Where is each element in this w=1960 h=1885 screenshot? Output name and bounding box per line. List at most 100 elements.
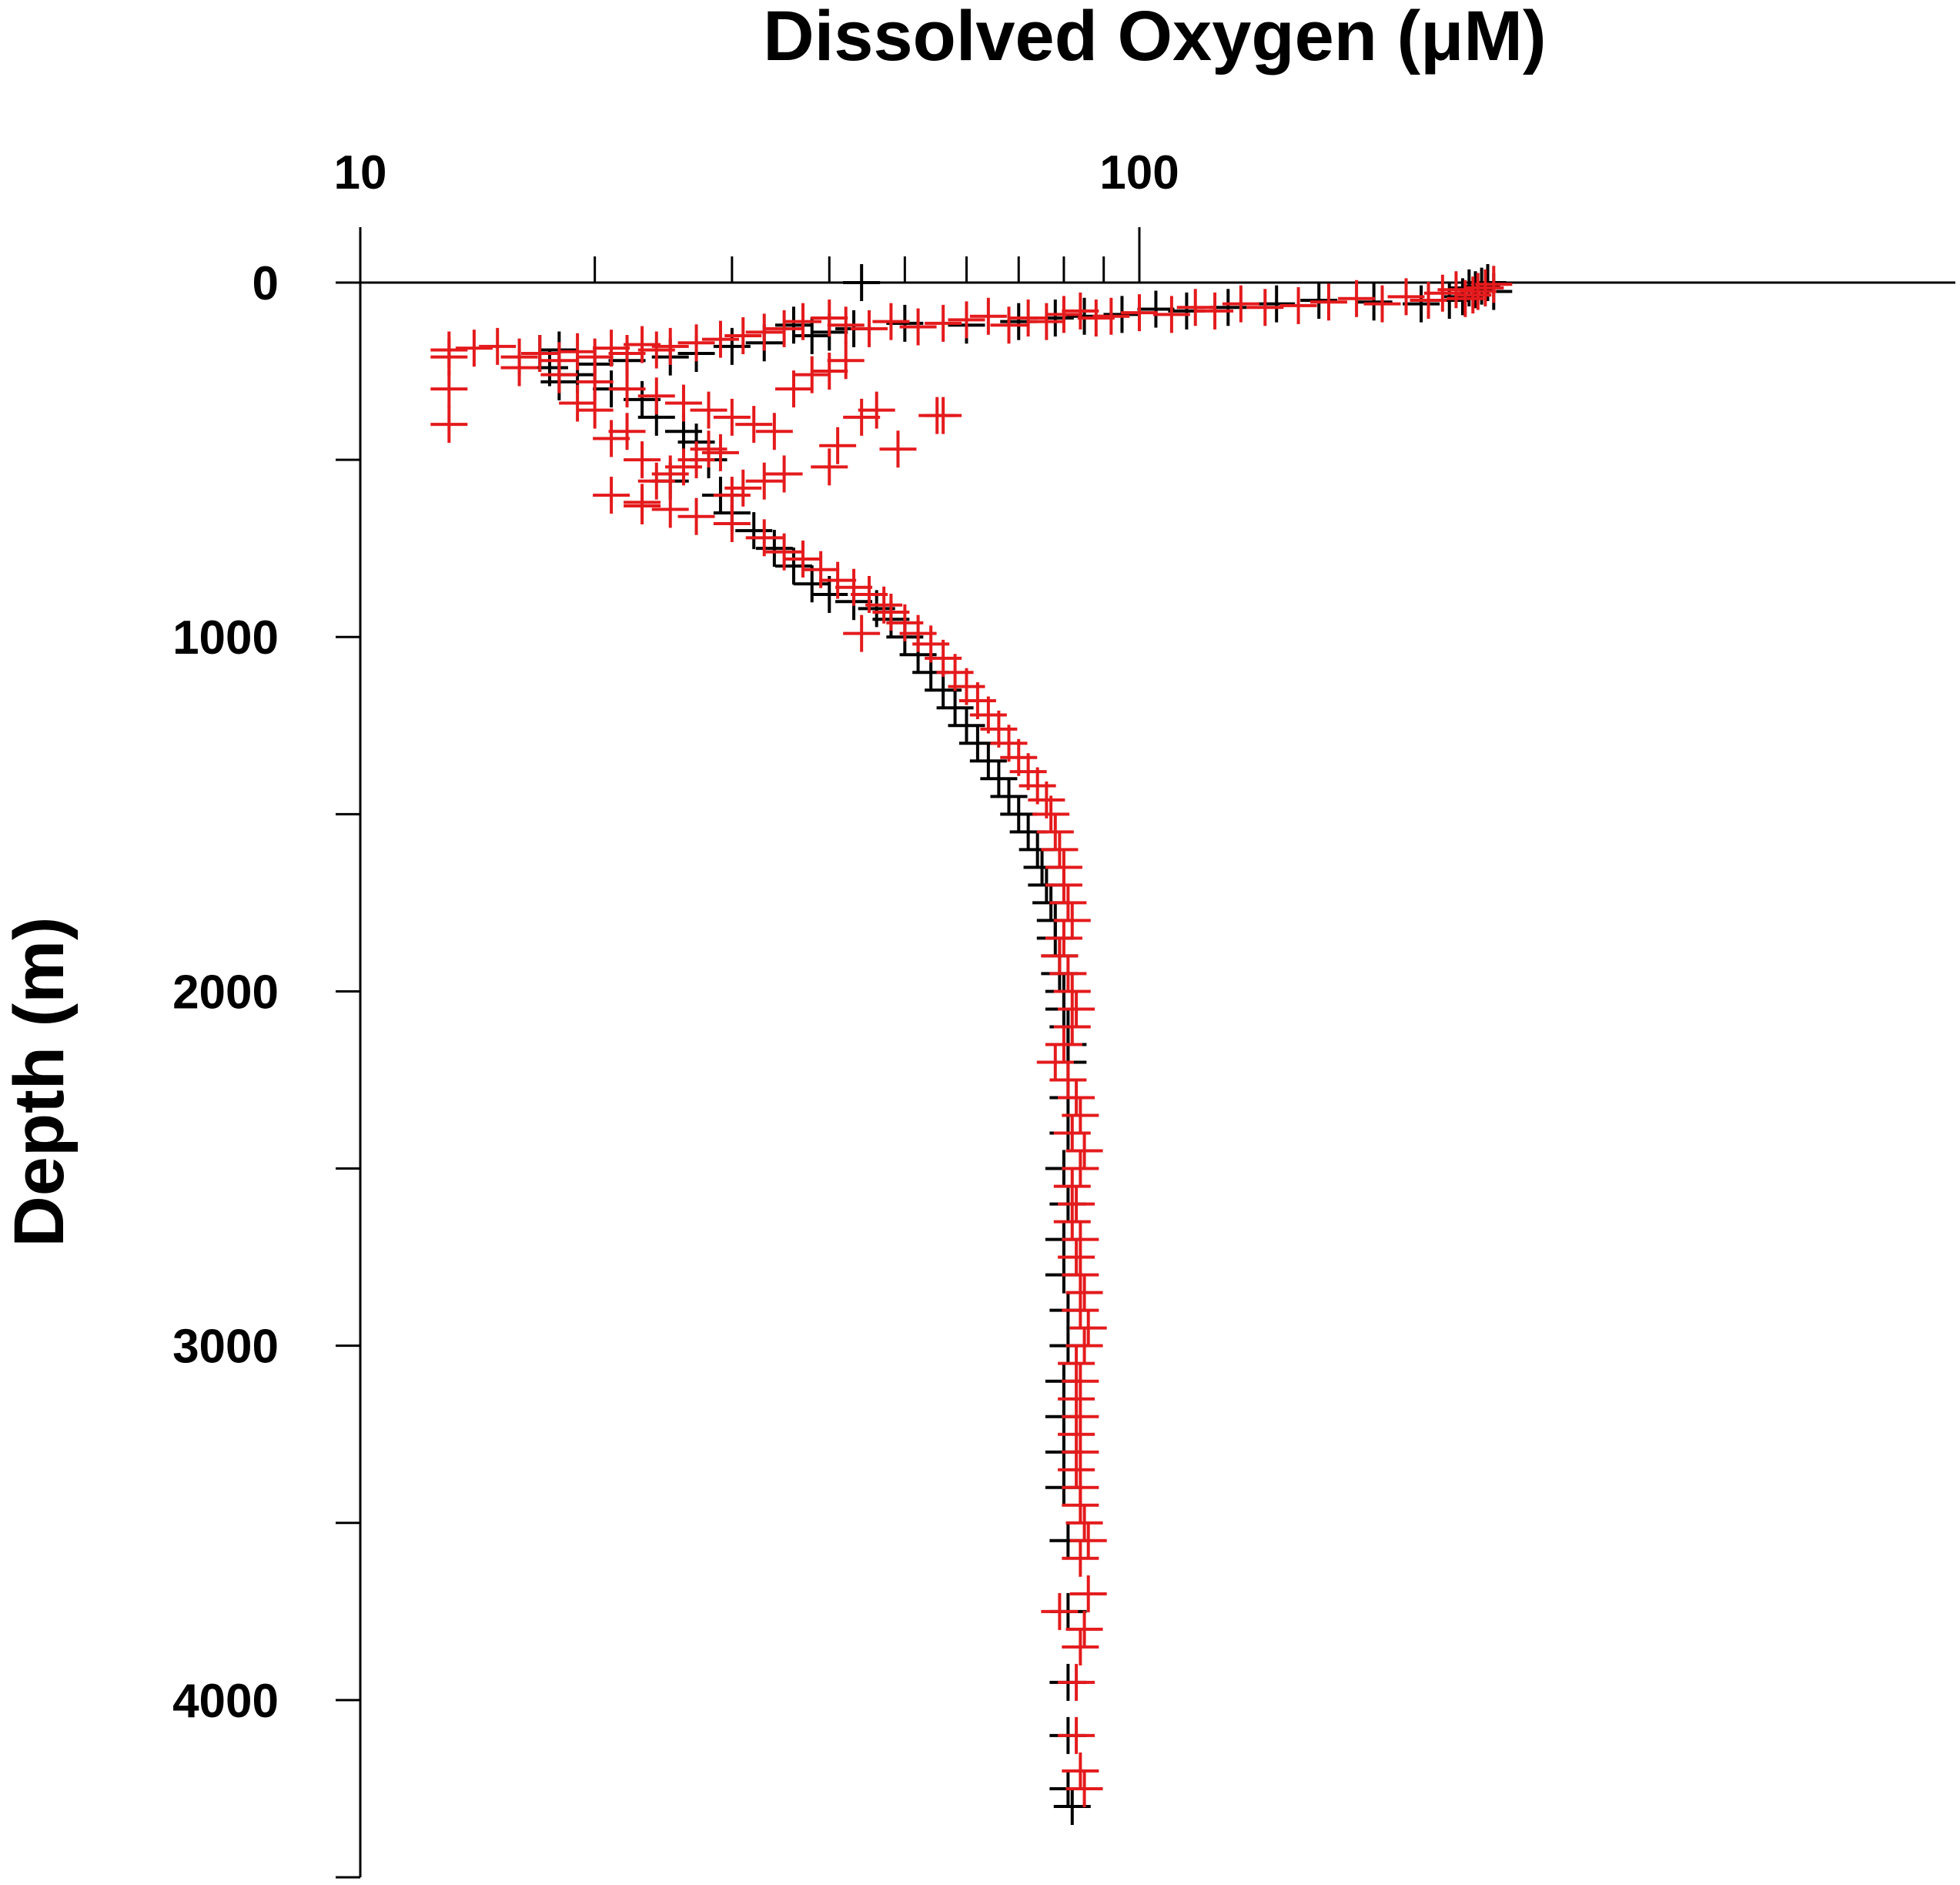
data-point	[1062, 1362, 1099, 1400]
data-point	[1058, 1716, 1095, 1754]
data-point	[1058, 990, 1095, 1028]
data-point	[1062, 1097, 1099, 1134]
data-point	[540, 356, 578, 393]
data-point	[745, 313, 783, 351]
data-point	[1032, 795, 1070, 833]
data-point	[958, 682, 996, 720]
data-point	[1045, 866, 1082, 904]
data-point	[500, 349, 538, 387]
data-point	[1045, 919, 1082, 957]
data-point	[1222, 285, 1259, 323]
data-point	[1062, 1433, 1099, 1471]
data-point	[1403, 285, 1440, 323]
data-point	[819, 427, 857, 464]
data-point	[1053, 973, 1091, 1010]
data-point	[755, 530, 793, 568]
data-point	[1053, 1167, 1091, 1205]
data-point	[1058, 1380, 1095, 1418]
data-point	[1062, 1291, 1099, 1329]
data-point	[1058, 1185, 1095, 1223]
data-point	[1058, 1344, 1095, 1382]
data-point	[865, 586, 903, 624]
data-point	[969, 742, 1007, 780]
data-point	[774, 547, 812, 585]
y-tick-label: 4000	[172, 1675, 279, 1728]
data-point	[1423, 274, 1461, 312]
data-point	[925, 397, 962, 434]
data-point	[576, 391, 614, 429]
data-point	[765, 310, 803, 347]
data-point	[843, 614, 881, 652]
data-point	[1049, 1061, 1087, 1099]
data-point	[1077, 300, 1115, 337]
data-point	[990, 725, 1028, 762]
data-point	[690, 391, 727, 429]
data-point	[1454, 276, 1492, 314]
data-point	[1049, 955, 1087, 993]
data-point	[980, 760, 1018, 798]
data-point	[1092, 297, 1130, 335]
data-point	[1058, 1238, 1095, 1276]
data-point	[1058, 1663, 1095, 1701]
x-tick-label: 100	[1099, 146, 1179, 199]
data-point	[713, 477, 751, 514]
data-point	[735, 406, 773, 444]
data-point	[637, 331, 675, 369]
data-point	[1009, 753, 1047, 791]
data-point	[1058, 1079, 1095, 1117]
data-point	[1049, 884, 1087, 922]
data-point	[479, 327, 517, 365]
data-point	[811, 448, 848, 486]
data-point	[1018, 767, 1056, 805]
data-point	[593, 420, 630, 457]
data-point	[980, 710, 1018, 748]
data-point	[559, 384, 597, 422]
chart-title: Dissolved Oxygen (μM)	[763, 0, 1546, 75]
data-point	[835, 568, 873, 606]
data-point	[1300, 282, 1338, 320]
data-point	[1363, 285, 1401, 323]
data-point	[608, 370, 646, 408]
data-point	[677, 497, 715, 535]
data-point	[1065, 1769, 1103, 1807]
data-point	[1065, 1610, 1103, 1648]
data-point	[430, 370, 468, 408]
data-point	[958, 725, 996, 762]
data-point	[827, 306, 865, 344]
data-point	[969, 696, 1007, 734]
data-point	[948, 301, 985, 339]
data-point	[1058, 1415, 1095, 1453]
data-point	[925, 304, 962, 342]
y-tick-label: 2000	[172, 966, 279, 1019]
data-point	[1065, 1327, 1103, 1364]
data-point	[1196, 292, 1234, 330]
data-point	[1309, 283, 1347, 321]
data-point	[1062, 292, 1099, 330]
data-point	[755, 413, 793, 450]
data-point	[1062, 1220, 1099, 1258]
data-point	[1062, 1486, 1099, 1524]
data-point	[1028, 781, 1065, 819]
data-point	[1065, 1504, 1103, 1542]
data-point	[624, 441, 661, 479]
data-point	[811, 575, 848, 613]
data-point	[745, 462, 783, 500]
data-point	[1410, 282, 1447, 320]
data-point	[1036, 813, 1074, 851]
data-point	[872, 303, 910, 340]
data-point	[1069, 1575, 1107, 1612]
data-point	[1009, 300, 1047, 337]
data-point	[1121, 294, 1158, 332]
data-point	[784, 303, 822, 340]
data-point	[1338, 280, 1376, 317]
data-point	[735, 512, 773, 550]
y-tick-label: 3000	[172, 1321, 279, 1374]
data-point	[843, 264, 881, 301]
data-point	[851, 575, 888, 613]
data-point	[593, 330, 630, 367]
data-point	[858, 391, 895, 429]
data-point	[793, 356, 831, 393]
data-point	[430, 338, 468, 376]
data-point	[1103, 296, 1141, 333]
